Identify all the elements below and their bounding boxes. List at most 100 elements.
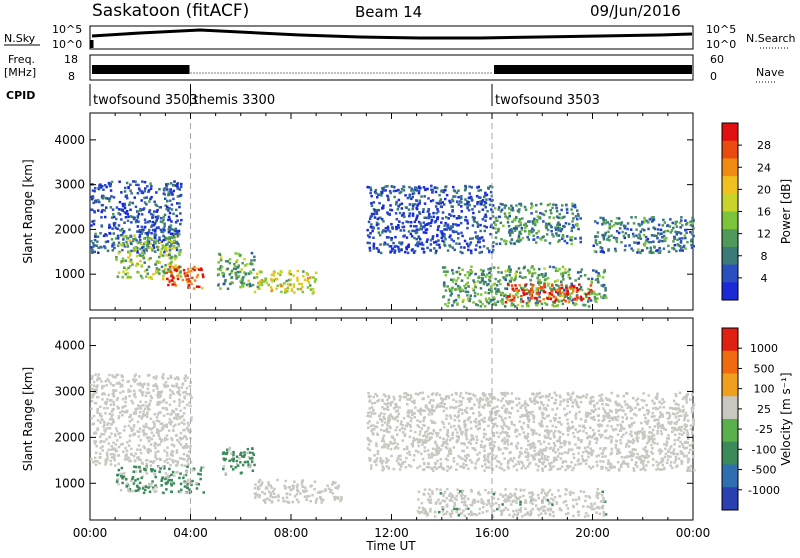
power-pixel — [686, 241, 689, 244]
power-pixel — [389, 204, 392, 207]
velocity-pixel — [104, 412, 107, 415]
power-pixel — [524, 206, 527, 209]
power-pixel — [494, 227, 497, 230]
power-pixel — [454, 288, 457, 291]
power-pixel — [466, 227, 469, 230]
velocity-pixel — [138, 415, 141, 418]
power-pixel — [468, 209, 471, 212]
velocity-pixel — [561, 452, 564, 455]
velocity-pixel — [96, 384, 99, 387]
velocity-pixel — [158, 420, 161, 423]
power-pixel — [153, 201, 156, 204]
power-pixel — [422, 226, 425, 229]
velocity-pixel — [108, 442, 111, 445]
velocity-pixel — [517, 461, 520, 464]
velocity-pixel — [373, 454, 376, 457]
power-pixel — [296, 277, 299, 280]
velocity-pixel — [93, 381, 96, 384]
velocity-pixel — [651, 447, 654, 450]
power-pixel — [530, 292, 533, 295]
power-pixel — [415, 200, 418, 203]
velocity-pixel — [665, 453, 668, 456]
power-pixel — [509, 229, 512, 232]
velocity-pixel — [106, 454, 109, 457]
velocity-pixel — [247, 461, 250, 464]
power-pixel — [419, 238, 422, 241]
velocity-pixel — [118, 446, 121, 449]
power-pixel — [416, 204, 419, 207]
velocity-pixel — [310, 500, 313, 503]
power-pixel — [458, 296, 461, 299]
power-pixel — [193, 269, 196, 272]
velocity-pixel — [481, 465, 484, 468]
velocity-pixel — [310, 484, 313, 487]
velocity-pixel — [100, 440, 103, 443]
power-pixel — [528, 230, 531, 233]
velocity-pixel — [92, 394, 95, 397]
power-pixel — [139, 231, 142, 234]
power-pixel — [241, 268, 244, 271]
power-pixel — [155, 191, 158, 194]
velocity-pixel — [157, 450, 160, 453]
power-pixel — [444, 198, 447, 201]
velocity-pixel — [499, 466, 502, 469]
power-pixel — [175, 228, 178, 231]
velocity-pixel — [678, 409, 681, 412]
velocity-pixel — [615, 411, 618, 414]
velocity-pixel — [184, 465, 187, 468]
velocity-pixel — [386, 424, 389, 427]
power-pixel — [443, 270, 446, 273]
power-pixel — [437, 239, 440, 242]
velocity-pixel — [106, 398, 109, 401]
velocity-pixel — [631, 459, 634, 462]
power-pixel — [197, 274, 200, 277]
velocity-pixel — [556, 407, 559, 410]
velocity-pixel — [368, 420, 371, 423]
power-pixel — [117, 244, 120, 247]
velocity-pixel — [141, 416, 144, 419]
power-pixel — [508, 274, 511, 277]
velocity-pixel — [177, 413, 180, 416]
velocity-pixel — [111, 393, 114, 396]
power-pixel — [276, 278, 279, 281]
power-pixel — [304, 279, 307, 282]
velocity-pixel — [159, 467, 162, 470]
power-pixel — [113, 196, 116, 199]
power-pixel — [460, 216, 463, 219]
velocity-pixel — [548, 399, 551, 402]
velocity-pixel — [448, 450, 451, 453]
power-pixel — [544, 279, 547, 282]
power-pixel — [637, 248, 640, 251]
velocity-pixel — [543, 441, 546, 444]
power-pixel — [312, 291, 315, 294]
power-pixel — [520, 295, 523, 298]
power-pixel — [634, 216, 637, 219]
power-pixel — [113, 224, 116, 227]
power-pixel — [497, 301, 500, 304]
power-pixel — [178, 254, 181, 257]
y-tick-label: 2000 — [54, 222, 85, 236]
power-pixel — [128, 204, 131, 207]
power-pixel — [190, 270, 193, 273]
power-pixel — [234, 272, 237, 275]
power-pixel — [403, 229, 406, 232]
power-pixel — [662, 224, 665, 227]
power-pixel — [457, 196, 460, 199]
power-pixel — [543, 267, 546, 270]
power-pixel — [569, 296, 572, 299]
power-pixel — [132, 240, 135, 243]
power-pixel — [561, 287, 564, 290]
power-pixel — [442, 296, 445, 299]
velocity-pixel — [294, 495, 297, 498]
power-pixel — [441, 237, 444, 240]
velocity-pixel — [427, 462, 430, 465]
velocity-pixel — [465, 464, 468, 467]
velocity-pixel — [407, 410, 410, 413]
power-pixel — [580, 241, 583, 244]
power-pixel — [238, 275, 241, 278]
velocity-pixel — [94, 373, 97, 376]
velocity-pixel — [272, 490, 275, 493]
power-pixel — [398, 220, 401, 223]
power-pixel — [488, 279, 491, 282]
power-pixel — [109, 226, 112, 229]
